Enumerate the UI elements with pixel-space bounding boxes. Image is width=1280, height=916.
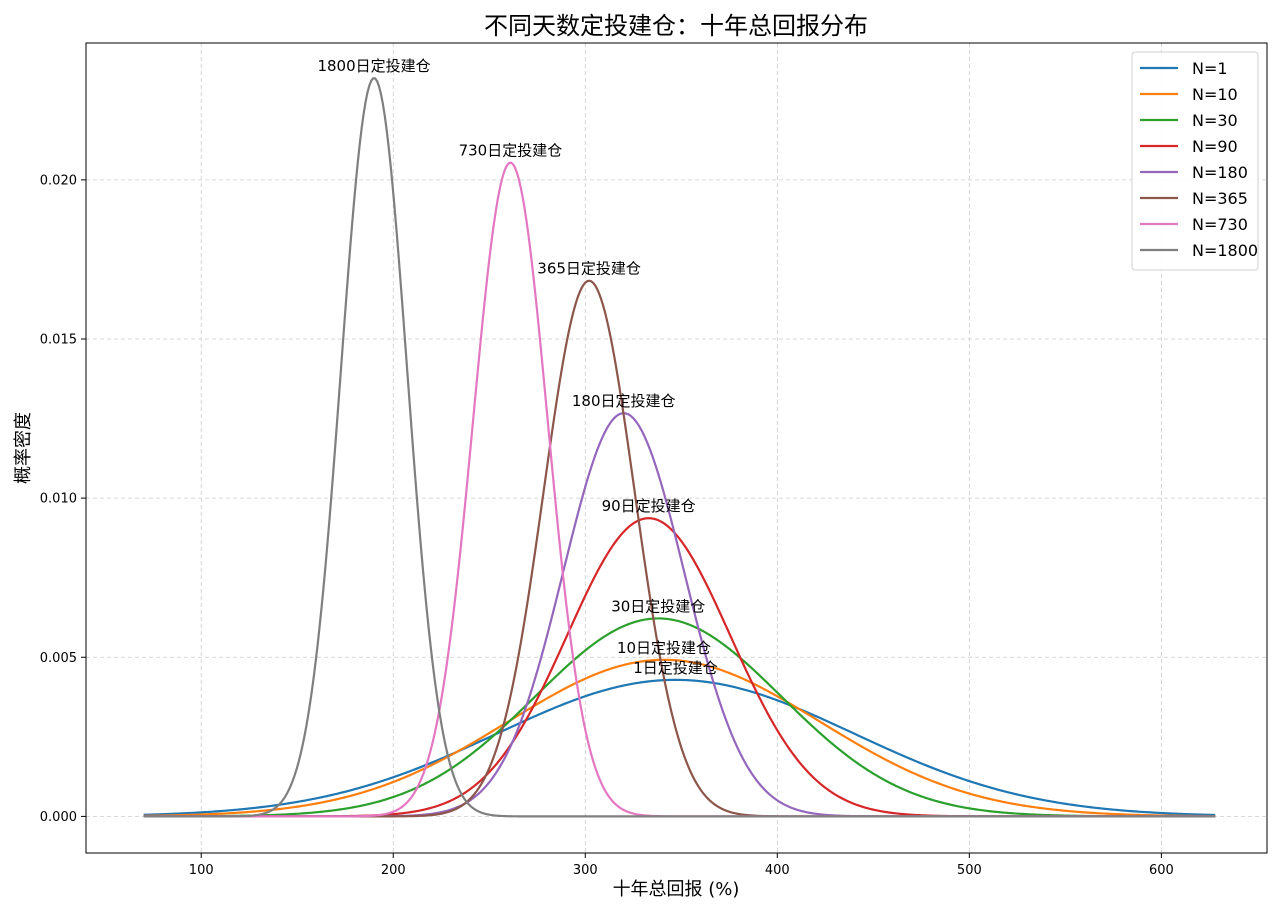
x-tick-label: 200 [381,863,406,878]
x-axis-ticks: 100 200 300 400 500 600 [189,853,1174,878]
y-tick-label: 0.010 [40,492,77,507]
legend-label: N=30 [1192,111,1238,130]
annotation-n-365: 365日定投建仓 [537,260,641,278]
annotation-n-90: 90日定投建仓 [602,497,696,515]
y-axis-ticks: 0.000 0.005 0.010 0.015 0.020 [40,173,86,825]
x-axis-label: 十年总回报 (%) [613,879,740,900]
annotation-n-10: 10日定投建仓 [617,639,711,657]
series-line-n-1 [143,678,1216,817]
chart-title: 不同天数定投建仓：十年总回报分布 [484,12,868,40]
series-line-n-10 [143,658,1216,818]
peak-annotations: 1日定投建仓 10日定投建仓 30日定投建仓 90日定投建仓 180日定投建仓 365日定… [317,57,717,677]
annotation-n-180: 180日定投建仓 [572,392,676,410]
legend-box [1131,51,1259,271]
y-tick-label: 0.005 [40,651,77,666]
series-lines [143,77,1216,818]
series-line-n-1800 [143,77,1216,818]
legend-label: N=10 [1192,85,1238,104]
legend-label: N=1800 [1192,241,1258,260]
series-line-n-30 [143,617,1216,818]
legend-label: N=365 [1192,189,1248,208]
y-tick-label: 0.020 [40,173,77,188]
y-tick-label: 0.000 [40,810,77,825]
x-tick-label: 400 [765,863,790,878]
x-tick-label: 500 [957,863,982,878]
x-tick-label: 300 [573,863,598,878]
y-axis-label: 概率密度 [13,412,34,484]
annotation-n-1: 1日定投建仓 [633,659,718,677]
annotation-n-1800: 1800日定投建仓 [317,57,430,75]
plot-frame [85,42,1268,854]
annotation-n-30: 30日定投建仓 [611,597,705,615]
y-tick-label: 0.015 [40,332,77,347]
legend-label: N=90 [1192,137,1238,156]
legend-label: N=730 [1192,215,1248,234]
legend-label: N=180 [1192,163,1248,182]
annotation-n-730: 730日定投建仓 [459,142,563,160]
x-tick-label: 100 [189,863,214,878]
x-tick-label: 600 [1149,863,1174,878]
legend-label: N=1 [1192,59,1228,78]
legend: N=1 N=10 N=30 N=90 N=180 N=365 N=730 N=1800 [1131,51,1259,271]
